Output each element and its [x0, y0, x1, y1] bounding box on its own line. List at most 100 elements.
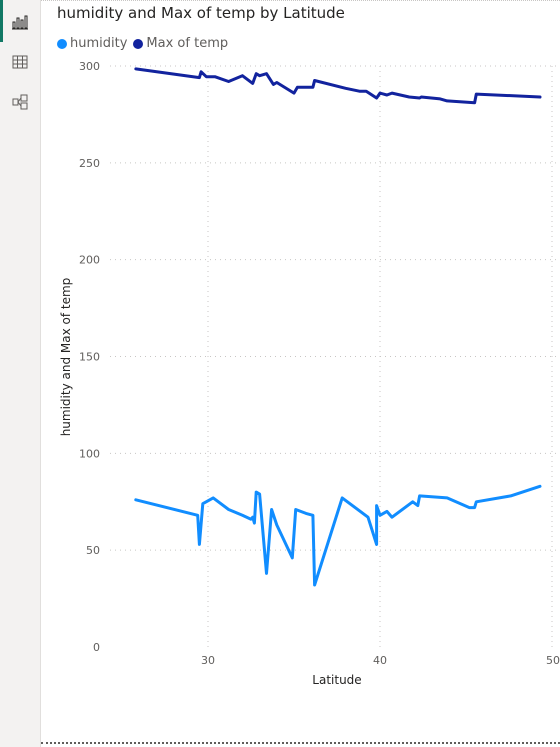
data-point-humidity[interactable] [411, 500, 414, 503]
legend-label-max-of-temp: Max of temp [146, 36, 229, 51]
visual-bottom-border [41, 742, 560, 744]
data-point-humidity[interactable] [270, 508, 273, 511]
x-tick-label: 30 [201, 654, 215, 667]
data-point-humidity[interactable] [294, 508, 297, 511]
data-point-max-of-temp[interactable] [311, 86, 314, 89]
data-point-max-of-temp[interactable] [272, 83, 275, 86]
data-point-max-of-temp[interactable] [344, 87, 347, 90]
data-point-max-of-temp[interactable] [251, 82, 254, 85]
y-tick-label: 100 [79, 447, 100, 460]
data-point-humidity[interactable] [539, 485, 542, 488]
data-point-humidity[interactable] [475, 500, 478, 503]
data-point-humidity[interactable] [241, 514, 244, 517]
data-point-humidity[interactable] [253, 522, 256, 525]
table-view-button[interactable] [9, 51, 31, 73]
data-point-humidity[interactable] [418, 494, 421, 497]
data-point-max-of-temp[interactable] [420, 96, 423, 99]
view-switcher-rail [0, 0, 41, 747]
data-point-humidity[interactable] [416, 504, 419, 507]
data-point-max-of-temp[interactable] [258, 74, 261, 77]
data-point-humidity[interactable] [212, 496, 215, 499]
data-point-humidity[interactable] [473, 506, 476, 509]
legend-label-humidity: humidity [70, 36, 128, 51]
data-point-humidity[interactable] [251, 516, 254, 519]
data-point-humidity[interactable] [265, 572, 268, 575]
series-line-humidity[interactable] [134, 484, 542, 587]
y-tick-label: 150 [79, 351, 100, 364]
data-point-humidity[interactable] [291, 556, 294, 559]
data-point-max-of-temp[interactable] [205, 75, 208, 78]
data-point-humidity[interactable] [198, 543, 201, 546]
x-axis-ticks: 30 40 50 [201, 654, 560, 667]
data-point-max-of-temp[interactable] [358, 90, 361, 93]
data-point-humidity[interactable] [375, 543, 378, 546]
active-view-indicator [0, 0, 3, 42]
data-point-max-of-temp[interactable] [408, 96, 411, 99]
x-tick-label: 50 [546, 654, 560, 667]
data-point-humidity[interactable] [391, 516, 394, 519]
data-point-max-of-temp[interactable] [275, 81, 278, 84]
report-view-icon [12, 14, 28, 30]
legend-item-max-of-temp[interactable]: Max of temp [133, 36, 228, 51]
data-point-humidity[interactable] [305, 512, 308, 515]
data-point-max-of-temp[interactable] [293, 92, 296, 95]
data-point-humidity[interactable] [446, 496, 449, 499]
data-point-max-of-temp[interactable] [391, 92, 394, 95]
data-point-max-of-temp[interactable] [227, 80, 230, 83]
data-point-humidity[interactable] [311, 514, 314, 517]
data-point-humidity[interactable] [367, 516, 370, 519]
y-tick-label: 50 [86, 544, 100, 557]
legend-item-humidity[interactable]: humidity [57, 36, 127, 51]
series-line-max-of-temp[interactable] [134, 67, 542, 105]
data-point-max-of-temp[interactable] [134, 67, 137, 70]
data-point-max-of-temp[interactable] [539, 96, 542, 99]
data-point-humidity[interactable] [227, 508, 230, 511]
data-point-max-of-temp[interactable] [365, 90, 368, 93]
data-point-humidity[interactable] [275, 524, 278, 527]
data-point-humidity[interactable] [385, 510, 388, 513]
y-tick-label: 250 [79, 157, 100, 170]
data-point-humidity[interactable] [509, 494, 512, 497]
data-point-humidity[interactable] [258, 493, 261, 496]
data-point-max-of-temp[interactable] [198, 76, 201, 79]
data-point-humidity[interactable] [134, 498, 137, 501]
data-point-humidity[interactable] [201, 502, 204, 505]
data-point-humidity[interactable] [379, 514, 382, 517]
chart-legend: humidity Max of temp [57, 36, 234, 51]
x-tick-label: 40 [373, 654, 387, 667]
data-point-max-of-temp[interactable] [446, 99, 449, 102]
legend-swatch-humidity [57, 38, 67, 49]
data-point-max-of-temp[interactable] [385, 94, 388, 97]
x-axis-title: Latitude [312, 673, 361, 687]
data-point-humidity[interactable] [313, 584, 316, 587]
data-point-humidity[interactable] [375, 504, 378, 507]
data-point-max-of-temp[interactable] [200, 70, 203, 73]
data-point-humidity[interactable] [468, 506, 471, 509]
table-view-icon [12, 54, 28, 70]
chart-title: humidity and Max of temp by Latitude [57, 4, 345, 22]
model-view-icon [12, 94, 28, 110]
model-view-button[interactable] [9, 91, 31, 113]
data-point-max-of-temp[interactable] [265, 72, 268, 75]
data-point-max-of-temp[interactable] [375, 97, 378, 100]
data-point-humidity[interactable] [341, 496, 344, 499]
data-point-max-of-temp[interactable] [473, 101, 476, 104]
data-point-humidity[interactable] [255, 491, 258, 494]
data-point-max-of-temp[interactable] [296, 86, 299, 89]
y-axis-title: humidity and Max of temp [59, 278, 73, 437]
data-point-max-of-temp[interactable] [379, 92, 382, 95]
data-point-max-of-temp[interactable] [439, 97, 442, 100]
data-point-max-of-temp[interactable] [475, 93, 478, 96]
data-point-max-of-temp[interactable] [241, 74, 244, 77]
visual-top-border [41, 0, 560, 4]
series-lines [134, 67, 542, 587]
legend-swatch-max-of-temp [133, 38, 144, 49]
data-point-max-of-temp[interactable] [313, 79, 316, 82]
data-point-max-of-temp[interactable] [255, 72, 258, 75]
y-tick-label: 0 [93, 641, 100, 654]
report-view-button[interactable] [9, 11, 31, 33]
data-point-humidity[interactable] [196, 514, 199, 517]
gridlines [110, 65, 556, 647]
data-point-max-of-temp[interactable] [213, 75, 216, 78]
